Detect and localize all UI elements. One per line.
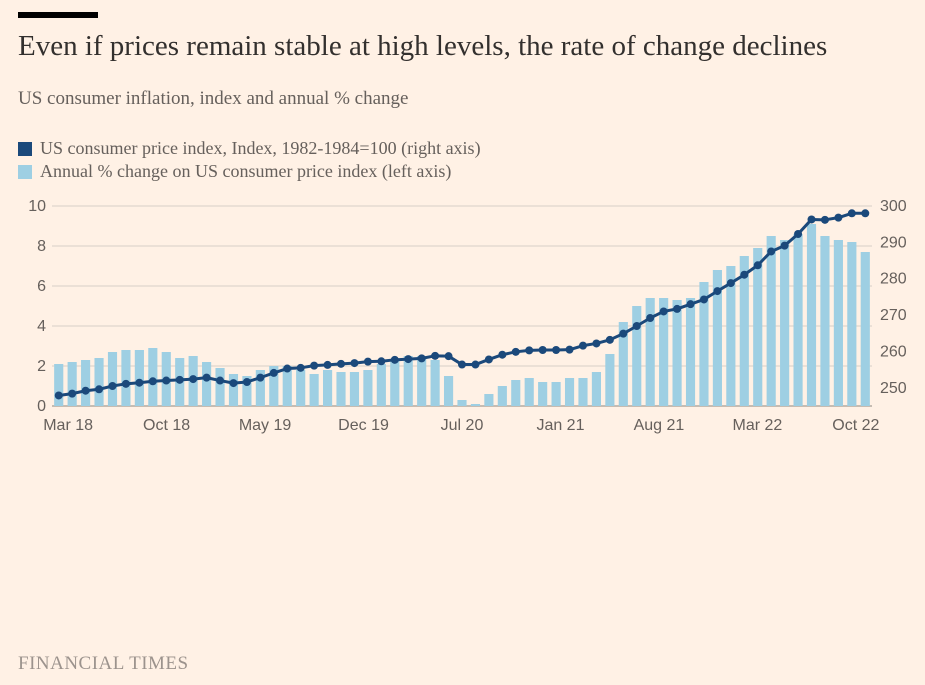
chart-area: 0 2 4 6 8 10 250 260 270 280 290 300 Mar 18 Oct 18 May… xyxy=(18,196,907,447)
legend-item-bar: Annual % change on US consumer price ind… xyxy=(18,161,907,182)
legend-swatch-line xyxy=(18,142,32,156)
svg-text:Mar 18: Mar 18 xyxy=(43,417,93,434)
svg-text:260: 260 xyxy=(880,344,907,361)
chart-subtitle: US consumer inflation, index and annual … xyxy=(18,88,907,110)
svg-text:6: 6 xyxy=(37,278,46,295)
svg-text:0: 0 xyxy=(37,398,46,415)
chart-svg: 0 2 4 6 8 10 250 260 270 280 290 300 Mar 18 Oct 18 May… xyxy=(18,196,916,442)
svg-text:Mar 22: Mar 22 xyxy=(733,417,783,434)
legend-label-bar: Annual % change on US consumer price ind… xyxy=(40,161,451,182)
legend-item-line: US consumer price index, Index, 1982-198… xyxy=(18,138,907,159)
svg-text:8: 8 xyxy=(37,238,46,255)
svg-text:10: 10 xyxy=(28,198,46,215)
chart-title: Even if prices remain stable at high lev… xyxy=(18,28,907,64)
svg-text:250: 250 xyxy=(880,380,907,397)
svg-text:Oct 18: Oct 18 xyxy=(143,417,190,434)
legend: US consumer price index, Index, 1982-198… xyxy=(18,138,907,182)
header-accent-bar xyxy=(18,12,98,18)
svg-text:270: 270 xyxy=(880,307,907,324)
legend-label-line: US consumer price index, Index, 1982-198… xyxy=(40,138,481,159)
svg-text:Jan 21: Jan 21 xyxy=(536,417,584,434)
svg-text:Oct 22: Oct 22 xyxy=(832,417,879,434)
svg-text:4: 4 xyxy=(37,318,46,335)
svg-text:290: 290 xyxy=(880,235,907,252)
svg-text:2: 2 xyxy=(37,358,46,375)
svg-text:Jul 20: Jul 20 xyxy=(441,417,484,434)
legend-swatch-bar xyxy=(18,165,32,179)
svg-text:May 19: May 19 xyxy=(239,417,292,434)
svg-text:Dec 19: Dec 19 xyxy=(338,417,389,434)
svg-text:Aug 21: Aug 21 xyxy=(634,417,685,434)
svg-text:300: 300 xyxy=(880,198,907,215)
svg-text:280: 280 xyxy=(880,271,907,288)
footer-source: FINANCIAL TIMES xyxy=(18,653,189,675)
